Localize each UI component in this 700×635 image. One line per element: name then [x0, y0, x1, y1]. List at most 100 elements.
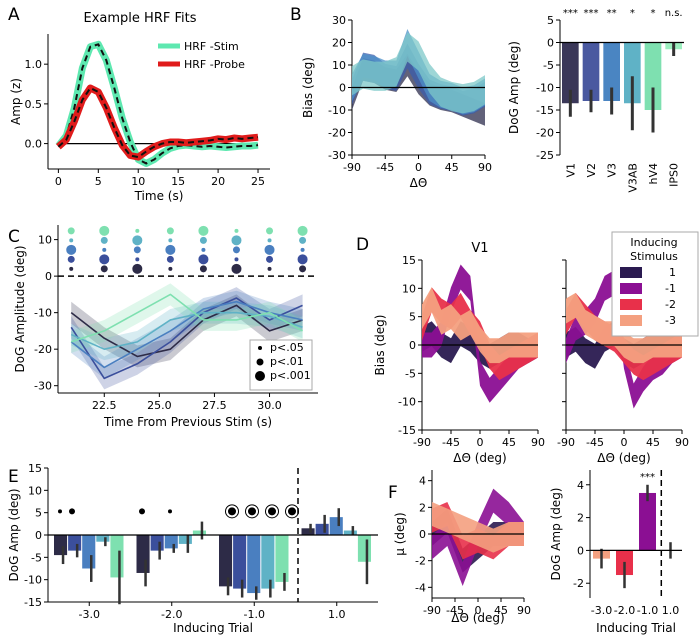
- panel-letter-e: E: [8, 467, 19, 487]
- bar: [329, 517, 343, 535]
- legend-label: 1: [669, 266, 676, 279]
- x-tick-label: 0: [475, 604, 482, 617]
- x-tick-label: 1.0: [662, 604, 680, 617]
- significance-dot: [168, 238, 173, 243]
- panel-f-right-axes: 4 2 0 -2 -3.0 -2.0 -1.0 1.0 ***: [573, 470, 682, 617]
- x-tick-label: -45: [376, 161, 394, 174]
- y-tick-label: -10: [328, 104, 346, 117]
- legend-label: -1: [665, 282, 676, 295]
- y-tick-label: -30: [328, 149, 346, 162]
- bar: [357, 535, 371, 562]
- significance-dot: [228, 507, 236, 516]
- y-tick-label: -20: [328, 127, 346, 140]
- legend-swatch: [620, 299, 642, 310]
- panel-d-ylabel: Bias (deg): [373, 315, 387, 376]
- x-tick-label: -1.0: [637, 604, 658, 617]
- x-tick-label: -90: [557, 436, 575, 449]
- y-tick-label: 5: [35, 507, 42, 520]
- y-tick-label: 0.5: [25, 98, 43, 111]
- significance-dot: [100, 265, 108, 273]
- panel-b-left-axes: -30 -20 -10 0 10 20 30 -90 -45 0 45 90: [328, 14, 492, 174]
- x-tick-label: 90: [517, 604, 531, 617]
- legend-marker: [255, 371, 265, 381]
- bar: [150, 535, 164, 551]
- significance-dot: [69, 508, 75, 515]
- significance-dot: [139, 508, 145, 515]
- panel-letter-c: C: [8, 227, 20, 247]
- significance-dot: [133, 246, 141, 254]
- bar: [96, 535, 110, 542]
- x-tick-label: 0: [55, 175, 62, 188]
- bar-V2: [582, 42, 600, 101]
- y-tick-label: 15: [28, 462, 42, 475]
- significance-dot: [231, 235, 242, 246]
- panel-e-ylabel: DoG Amp (deg): [7, 488, 21, 581]
- legend-label: p<.01: [270, 355, 304, 368]
- panel-f-right-ylabel: DoG Amp (deg): [549, 487, 563, 580]
- panel-d-xlabel: ΔΘ (deg): [597, 451, 650, 465]
- y-tick-label: 0: [547, 37, 554, 50]
- y-tick-label: -10: [398, 396, 416, 409]
- significance-dot: [99, 254, 110, 265]
- significance-dot: [168, 509, 172, 514]
- bar: [54, 535, 68, 556]
- x-tick-label: 25.0: [147, 399, 172, 412]
- significance-label: *: [651, 8, 656, 19]
- legend-label: p<.05: [270, 341, 304, 354]
- panel-b-xlabel: ΔΘ: [410, 176, 428, 190]
- panel-d-subtitle: V1: [471, 241, 488, 256]
- x-tick-label: -2.0: [614, 604, 635, 617]
- x-tick-label: IPS0: [668, 163, 681, 187]
- bar: [275, 535, 289, 582]
- x-tick-label: 1.0: [328, 608, 346, 621]
- significance-ring: [265, 504, 279, 519]
- significance-dot: [231, 263, 242, 274]
- significance-dot: [299, 236, 307, 244]
- y-tick-label: -2: [573, 577, 584, 590]
- amp-line-0: [70, 304, 303, 358]
- legend-swatch: [620, 267, 642, 278]
- significance-dot: [299, 265, 307, 273]
- x-tick-label: 45: [494, 604, 508, 617]
- significance-dot: [67, 255, 75, 263]
- y-tick-label: 4: [419, 475, 426, 488]
- y-tick-label: -5: [31, 551, 42, 564]
- significance-dot: [132, 235, 143, 246]
- legend-label: -2: [665, 298, 676, 311]
- x-tick-label: -3.0: [79, 608, 100, 621]
- significance-dot: [232, 246, 240, 254]
- y-tick-label: 0: [339, 82, 346, 95]
- y-tick-label: 20: [332, 37, 346, 50]
- x-tick-label: 0: [621, 436, 628, 449]
- significance-dot: [234, 228, 239, 233]
- significance-dot: [99, 225, 110, 236]
- bar: [301, 528, 315, 535]
- legend-label: HRF -Stim: [184, 40, 239, 53]
- y-tick-label: 5: [547, 14, 554, 27]
- significance-dot: [201, 247, 206, 252]
- bar: [68, 535, 82, 551]
- y-tick-label: -10: [536, 82, 554, 95]
- bar: [315, 523, 329, 535]
- significance-dot: [264, 244, 275, 255]
- hrf-series-1: [56, 84, 259, 161]
- amp-band-3: [71, 301, 303, 361]
- x-tick-label: 30.0: [257, 399, 282, 412]
- x-tick-label: hV4: [647, 163, 660, 185]
- y-tick-label: 2: [419, 501, 426, 514]
- significance-dot: [135, 228, 140, 233]
- significance-dot: [297, 225, 308, 236]
- significance-ring: [225, 504, 239, 519]
- panel-c-ylabel: DoG Amplitude (deg): [13, 246, 27, 373]
- x-tick-label: -3.0: [591, 604, 612, 617]
- x-tick-label: 10: [131, 175, 145, 188]
- significance-label: ***: [563, 8, 578, 19]
- y-tick-label: -20: [536, 127, 554, 140]
- significance-dot: [132, 263, 143, 274]
- significance-dot: [300, 247, 305, 252]
- panel-a-axes: 0.0 0.5 1.0 0 5 10 15 20 25 HRF -Stim HRF -Probe: [25, 34, 270, 188]
- y-tick-label: 10: [402, 282, 416, 295]
- bar: [192, 530, 206, 535]
